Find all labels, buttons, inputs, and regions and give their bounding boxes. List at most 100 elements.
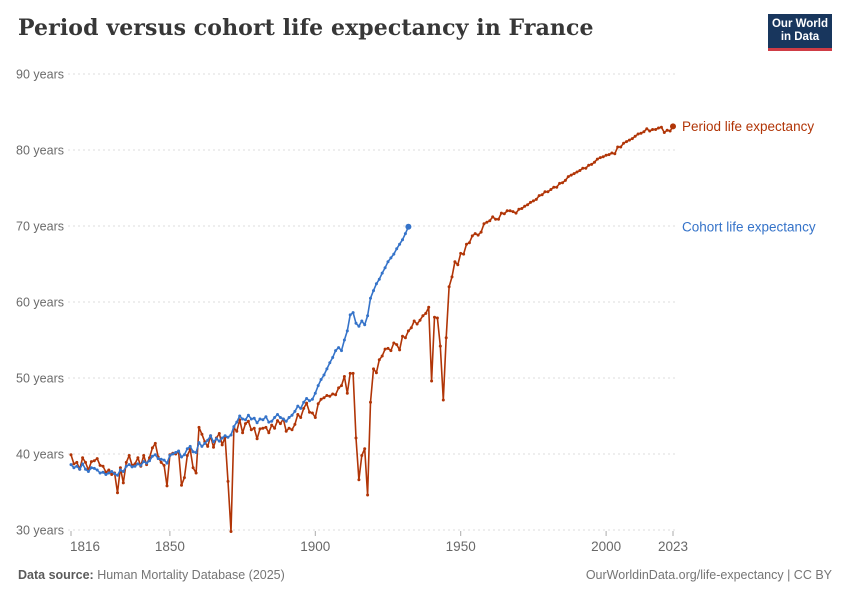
series-point-period-1860[interactable] bbox=[197, 425, 201, 429]
series-point-cohort-1830[interactable] bbox=[110, 470, 114, 473]
series-point-cohort-1833[interactable] bbox=[118, 468, 122, 472]
series-point-period-2002[interactable] bbox=[610, 151, 614, 155]
series-point-cohort-1873[interactable] bbox=[235, 420, 239, 424]
series-point-period-1931[interactable] bbox=[403, 336, 407, 340]
series-point-period-1936[interactable] bbox=[418, 318, 422, 322]
series-point-period-1952[interactable] bbox=[465, 242, 468, 246]
series-point-cohort-1817[interactable] bbox=[72, 466, 76, 470]
series-point-cohort-1921[interactable] bbox=[374, 282, 378, 286]
series-point-cohort-1848[interactable] bbox=[162, 458, 166, 462]
series-point-cohort-1900[interactable] bbox=[313, 391, 317, 395]
series-point-cohort-1884[interactable] bbox=[267, 420, 271, 424]
series-point-period-1928[interactable] bbox=[395, 343, 399, 347]
series-point-period-2009[interactable] bbox=[630, 137, 634, 141]
series-point-period-1964[interactable] bbox=[499, 211, 503, 215]
series-point-period-1824[interactable] bbox=[92, 459, 96, 463]
series-point-period-1880[interactable] bbox=[255, 437, 259, 441]
series-point-period-2004[interactable] bbox=[616, 145, 620, 149]
series-point-period-1856[interactable] bbox=[185, 454, 189, 457]
series-point-cohort-1828[interactable] bbox=[104, 473, 108, 476]
series-point-cohort-1871[interactable] bbox=[229, 433, 233, 437]
owid-logo[interactable]: Our World in Data bbox=[768, 14, 832, 51]
series-point-cohort-1837[interactable] bbox=[130, 465, 134, 469]
series-point-cohort-1913[interactable] bbox=[351, 311, 355, 315]
series-point-cohort-1850[interactable] bbox=[168, 454, 172, 457]
series-point-period-2011[interactable] bbox=[636, 132, 640, 136]
series-point-period-1973[interactable] bbox=[526, 203, 530, 207]
series-point-period-1826[interactable] bbox=[98, 463, 102, 467]
series-point-period-1916[interactable] bbox=[360, 454, 364, 457]
series-point-period-1875[interactable] bbox=[241, 431, 245, 435]
series-point-period-1963[interactable] bbox=[497, 217, 500, 221]
series-point-cohort-1904[interactable] bbox=[325, 367, 329, 371]
series-point-period-1968[interactable] bbox=[511, 210, 515, 214]
series-point-period-1839[interactable] bbox=[136, 456, 140, 460]
series-point-cohort-1865[interactable] bbox=[212, 440, 215, 444]
series-point-period-1945[interactable] bbox=[444, 336, 448, 340]
series-point-period-1845[interactable] bbox=[153, 441, 157, 445]
series-point-period-1989[interactable] bbox=[572, 172, 576, 176]
series-point-period-1892[interactable] bbox=[290, 428, 294, 432]
series-point-period-1920[interactable] bbox=[372, 367, 375, 371]
series-point-cohort-1856[interactable] bbox=[185, 447, 189, 451]
series-point-period-1885[interactable] bbox=[270, 423, 274, 427]
series-point-period-1896[interactable] bbox=[302, 406, 306, 410]
series-point-cohort-1840[interactable] bbox=[139, 463, 143, 467]
series-point-period-1887[interactable] bbox=[276, 419, 279, 423]
series-point-period-1998[interactable] bbox=[598, 156, 602, 160]
series-point-cohort-1932[interactable] bbox=[405, 223, 412, 230]
series-point-period-1978[interactable] bbox=[540, 193, 544, 197]
series-point-cohort-1866[interactable] bbox=[214, 437, 218, 441]
series-point-cohort-1863[interactable] bbox=[206, 438, 210, 442]
series-point-cohort-1823[interactable] bbox=[89, 466, 93, 470]
series-point-period-1900[interactable] bbox=[313, 416, 317, 419]
series-point-cohort-1907[interactable] bbox=[334, 349, 338, 353]
series-point-cohort-1839[interactable] bbox=[136, 462, 140, 466]
series-point-cohort-1855[interactable] bbox=[182, 453, 186, 457]
series-point-period-2001[interactable] bbox=[607, 153, 611, 157]
series-point-period-1867[interactable] bbox=[217, 432, 221, 435]
series-point-period-1816[interactable] bbox=[69, 453, 73, 457]
series-point-period-1927[interactable] bbox=[392, 341, 396, 345]
series-point-cohort-1905[interactable] bbox=[328, 361, 332, 365]
series-point-cohort-1834[interactable] bbox=[121, 470, 125, 473]
series-point-cohort-1929[interactable] bbox=[398, 242, 402, 246]
series-point-period-1849[interactable] bbox=[165, 484, 169, 488]
series-point-period-1937[interactable] bbox=[421, 314, 425, 318]
series-point-cohort-1819[interactable] bbox=[78, 467, 82, 471]
series-point-period-1980[interactable] bbox=[546, 190, 550, 194]
series-point-cohort-1894[interactable] bbox=[296, 404, 300, 408]
series-point-cohort-1909[interactable] bbox=[340, 349, 343, 353]
series-point-period-1893[interactable] bbox=[293, 422, 297, 426]
series-point-cohort-1903[interactable] bbox=[322, 373, 326, 377]
series-point-period-1833[interactable] bbox=[118, 466, 122, 470]
series-point-cohort-1832[interactable] bbox=[116, 473, 119, 477]
series-point-cohort-1911[interactable] bbox=[345, 329, 349, 333]
series-point-cohort-1858[interactable] bbox=[191, 450, 195, 454]
series-point-period-1881[interactable] bbox=[258, 427, 262, 431]
series-point-period-1865[interactable] bbox=[212, 445, 215, 449]
series-point-period-1961[interactable] bbox=[491, 215, 495, 219]
series-point-cohort-1862[interactable] bbox=[203, 441, 207, 445]
series-line-cohort[interactable] bbox=[70, 226, 410, 477]
series-point-period-1940[interactable] bbox=[430, 379, 434, 383]
series-point-period-1942[interactable] bbox=[435, 316, 439, 320]
series-point-period-1834[interactable] bbox=[121, 481, 125, 485]
series-point-period-1976[interactable] bbox=[534, 197, 538, 201]
series-point-cohort-1895[interactable] bbox=[299, 406, 303, 410]
series-point-period-1993[interactable] bbox=[584, 166, 588, 170]
series-point-cohort-1890[interactable] bbox=[284, 419, 288, 423]
series-point-period-1854[interactable] bbox=[180, 483, 183, 487]
series-point-period-1863[interactable] bbox=[206, 444, 210, 448]
series-point-period-1841[interactable] bbox=[142, 454, 146, 457]
series-point-period-1955[interactable] bbox=[473, 232, 477, 236]
series-point-period-1882[interactable] bbox=[261, 426, 265, 430]
series-point-period-2020[interactable] bbox=[662, 131, 666, 134]
series-point-period-1988[interactable] bbox=[569, 173, 573, 177]
series-point-period-1935[interactable] bbox=[415, 322, 419, 326]
series-point-cohort-1820[interactable] bbox=[81, 462, 85, 466]
series-point-period-2005[interactable] bbox=[619, 145, 623, 149]
series-point-cohort-1923[interactable] bbox=[380, 271, 384, 275]
series-point-cohort-1924[interactable] bbox=[383, 266, 387, 270]
series-point-cohort-1875[interactable] bbox=[241, 417, 245, 421]
